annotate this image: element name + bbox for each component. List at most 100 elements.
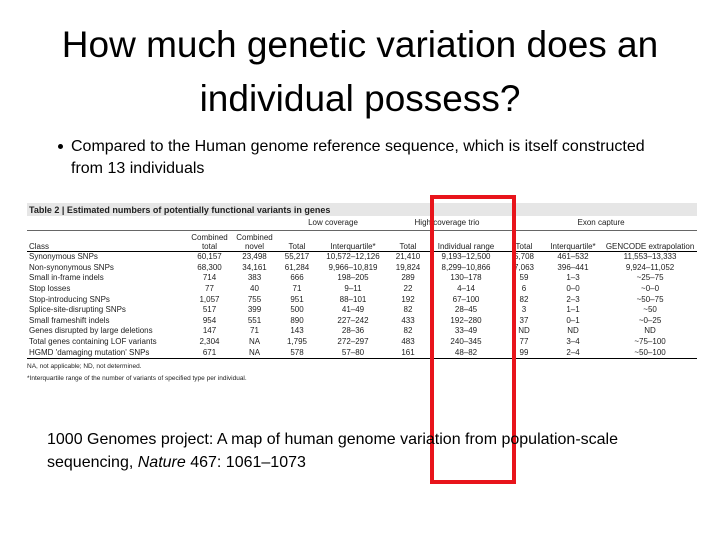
table-cell: 551 (247, 315, 262, 325)
table-cell: 68,300 (197, 262, 222, 272)
highlight-box (430, 195, 516, 484)
column-header: Individual range (427, 230, 505, 252)
table-cell: 272–297 (337, 337, 369, 347)
table-cell: Small frameshift indels (29, 315, 110, 325)
table-cell: 21,410 (395, 252, 421, 262)
table-cell: 130–178 (450, 273, 482, 283)
table-cell: 71 (292, 284, 302, 294)
table-cell: ~50 (643, 305, 657, 315)
citation-journal: Nature (137, 454, 186, 471)
table-figure: Table 2 | Estimated numbers of potential… (27, 203, 698, 383)
table-cell: Synonymous SNPs (29, 252, 98, 262)
table-cell: 82 (403, 305, 413, 315)
column-header: Total (277, 230, 317, 252)
table-cell: ~50–75 (636, 294, 664, 304)
table-cell: 517 (202, 305, 217, 315)
table-cell: 433 (401, 315, 415, 325)
table-cell: 48–82 (427, 347, 505, 359)
table-cell: 198–205 (337, 273, 369, 283)
header-row: Class Combined total Combined novel Total In… (27, 230, 698, 252)
table-cell: 67–100 (452, 294, 480, 304)
table-cell: 28–45 (454, 305, 478, 315)
table-cell: Genes disrupted by large deletions (29, 326, 153, 336)
bullet-marker (58, 144, 63, 149)
table-cell: 33–49 (454, 326, 478, 336)
table-row: Splice-site-disrupting SNPs 517 399 500 41–4… (27, 305, 697, 316)
table-cell: 483 (401, 337, 415, 347)
table-cell: 11,553–13,333 (623, 252, 677, 262)
table-cell: 40 (250, 284, 259, 294)
footnotes: NA, not applicable; ND, not determined. *… (27, 362, 697, 383)
table-cell: 1–1 (566, 305, 580, 315)
table-cell: 61,284 (284, 262, 310, 272)
citation-text: 1000 Genomes project: A map of human gen… (47, 431, 618, 471)
table-cell: 461–532 (557, 252, 589, 262)
table-cell: 383 (247, 273, 262, 283)
table-row: Stop-introducing SNPs 1,057 755 951 88–101 19… (27, 294, 697, 305)
table-cell: 396–441 (557, 262, 589, 272)
table-cell: 55,217 (284, 252, 310, 262)
table-cell: 88–101 (339, 294, 367, 304)
table-cell: 22 (403, 284, 413, 294)
column-header: Interquartile* (317, 230, 389, 252)
column-header: Combined total (187, 230, 232, 252)
table-cell: 578 (277, 347, 317, 359)
group-header: Low coverage (277, 216, 389, 231)
table-cell: ND (567, 326, 579, 336)
table-cell: 9–11 (344, 284, 362, 294)
table-cell: NA (248, 337, 261, 347)
table-cell: Stop losses (29, 284, 71, 294)
column-header: Class (27, 230, 187, 252)
table-cell: 9,966–10,819 (328, 262, 378, 272)
table-cell: 82 (403, 326, 413, 336)
table-cell: 890 (290, 315, 304, 325)
table-cell: 755 (247, 294, 262, 304)
table-cell: 7,063 (513, 262, 535, 272)
footnote: *Interquartile range of the number of va… (27, 374, 247, 382)
table-title: Table 2 | Estimated numbers of potential… (27, 203, 698, 216)
table-cell: 41–49 (341, 305, 365, 315)
table: Table 2 | Estimated numbers of potential… (27, 203, 698, 359)
table-cell: 1–3 (566, 273, 580, 283)
table-cell: 99 (505, 347, 543, 359)
table-cell: ~75–100 (634, 337, 666, 347)
table-cell: 399 (247, 305, 262, 315)
group-header: High coverage trio (389, 216, 505, 231)
table-cell: Splice-site-disrupting SNPs (29, 305, 126, 315)
table-cell: 71 (250, 326, 259, 336)
table-title-row: Table 2 | Estimated numbers of potential… (27, 203, 698, 216)
group-header: Exon capture (505, 216, 698, 231)
table-cell: 2,304 (199, 337, 220, 347)
column-header: Total (389, 230, 427, 252)
table-row: HGMD 'damaging mutation' SNPs 671 NA 578 57–… (27, 347, 698, 359)
table-cell: 28–36 (341, 326, 365, 336)
table-cell: 954 (202, 315, 217, 325)
table-cell: 2–4 (543, 347, 603, 359)
table-cell: 143 (290, 326, 304, 336)
citation-details: 467: 1061–1073 (185, 454, 306, 471)
table-cell: 147 (202, 326, 217, 336)
table-cell: Non-synonymous SNPs (29, 262, 114, 272)
table-cell: 57–80 (317, 347, 389, 359)
table-cell: 1,795 (286, 337, 308, 347)
table-cell: 161 (389, 347, 427, 359)
table-cell: 6 (521, 284, 527, 294)
table-cell: 4–14 (457, 284, 475, 294)
table-cell: 192 (401, 294, 415, 304)
table-row: Non-synonymous SNPs 68,300 34,161 61,284 9,9… (27, 263, 697, 274)
footnote: NA, not applicable; ND, not determined. (27, 362, 142, 370)
slide-title: How much genetic variation does an indiv… (61, 24, 659, 119)
citation: 1000 Genomes project: A map of human gen… (47, 428, 687, 474)
table-cell: 8,299–10,866 (441, 262, 491, 272)
table-cell: 240–345 (450, 337, 482, 347)
table-cell: 23,498 (242, 252, 267, 262)
bullet-text: Compared to the Human genome reference s… (71, 138, 645, 177)
table-cell: ND (518, 326, 530, 336)
group-row: Low coverage High coverage trio Exon captu… (27, 216, 698, 231)
table-cell: 82 (519, 294, 529, 304)
table-cell: 227–242 (337, 315, 369, 325)
table-cell: ~25–75 (636, 273, 664, 283)
table-cell: 60,157 (197, 252, 222, 262)
table-cell: 9,193–12,500 (441, 252, 491, 262)
